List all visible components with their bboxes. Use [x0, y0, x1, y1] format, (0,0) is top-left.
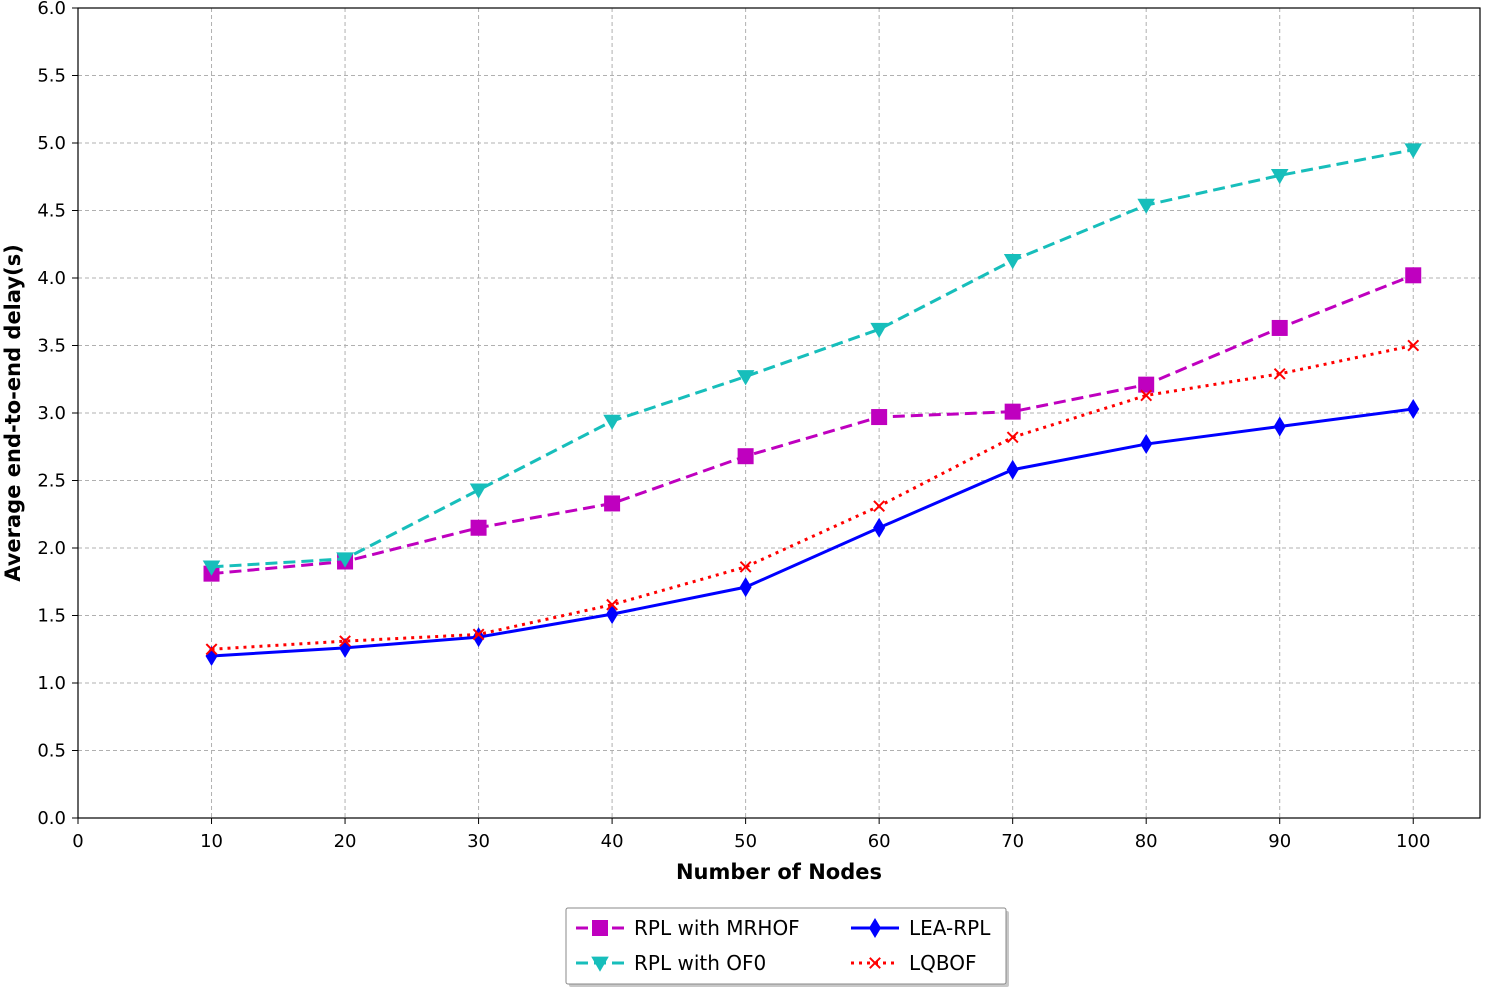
y-tick-label: 1.0	[37, 673, 66, 694]
y-axis: 0.0 0.5 1.0 1.5 2.0 2.5 3.0 3.5 4.0 4.5 5.0 5.5 6.0	[37, 0, 78, 829]
legend-entry: LQBOF	[851, 951, 977, 975]
series-lea-rpl	[205, 398, 1420, 666]
x-tick-label: 30	[467, 831, 490, 852]
data-point	[606, 598, 619, 611]
y-tick-label: 1.5	[37, 606, 66, 627]
legend-marker	[592, 920, 608, 936]
data-point	[1271, 319, 1288, 336]
x-tick-label: 40	[601, 831, 624, 852]
data-point	[1004, 403, 1021, 420]
data-point	[339, 635, 351, 648]
data-point	[739, 560, 752, 573]
data-point	[737, 448, 754, 465]
data-point	[1006, 431, 1019, 444]
data-point	[870, 322, 888, 339]
x-tick-label: 80	[1135, 831, 1158, 852]
grid	[77, 7, 1480, 819]
legend-entry: RPL with OF0	[576, 951, 766, 975]
data-point	[1003, 254, 1022, 270]
legend-label: RPL with OF0	[634, 951, 766, 975]
data-point	[1006, 459, 1019, 480]
x-tick-label: 90	[1268, 831, 1291, 852]
data-point	[1404, 143, 1423, 159]
series-line-rpl-with-mrhof	[211, 273, 1414, 576]
y-tick-label: 5.5	[37, 66, 66, 87]
x-tick-label: 100	[1396, 831, 1430, 852]
data-point	[739, 577, 752, 598]
series-lqbof	[205, 339, 1420, 656]
data-point	[1407, 339, 1420, 352]
y-tick-label: 0.0	[37, 808, 66, 829]
y-axis-label: Average end-to-end delay(s)	[1, 244, 25, 582]
legend: RPL with MRHOF RPL with OF0 LEA-RPL LQBOF	[565, 907, 1009, 987]
data-point	[470, 519, 487, 536]
data-point	[871, 409, 888, 426]
legend-marker	[591, 956, 609, 972]
legend-entry: LEA-RPL	[851, 916, 991, 940]
legend-label: LQBOF	[909, 951, 977, 975]
x-axis-label: Number of Nodes	[676, 860, 882, 884]
y-tick-label: 3.0	[37, 403, 66, 424]
data-point	[1273, 367, 1286, 380]
x-tick-label: 20	[334, 831, 357, 852]
x-tick-label: 10	[200, 831, 223, 852]
x-tick-label: 70	[1001, 831, 1024, 852]
data-point	[1137, 198, 1155, 214]
legend-label: RPL with MRHOF	[634, 916, 800, 940]
legend-entry: RPL with MRHOF	[576, 916, 800, 940]
legend-marker	[869, 957, 881, 969]
data-point	[205, 643, 218, 656]
x-tick-label: 50	[734, 831, 757, 852]
series-line-lqbof	[211, 344, 1414, 651]
series-rpl-with-mrhof	[203, 267, 1422, 582]
data-point	[873, 517, 886, 538]
legend-marker	[869, 918, 881, 938]
data-point	[1407, 398, 1420, 419]
x-tick-label: 0	[72, 831, 83, 852]
data-point	[1140, 389, 1153, 402]
series-layer	[202, 143, 1423, 666]
data-point	[603, 414, 621, 430]
data-point	[736, 370, 755, 386]
y-tick-label: 4.5	[37, 201, 66, 222]
data-point	[604, 495, 621, 512]
series-line-lea-rpl	[211, 407, 1414, 658]
data-point	[606, 604, 619, 625]
data-point	[202, 560, 221, 576]
data-point	[1273, 416, 1286, 437]
legend-label: LEA-RPL	[909, 916, 991, 940]
data-point	[1405, 267, 1422, 284]
data-point	[469, 483, 488, 499]
data-point	[1140, 434, 1153, 455]
y-tick-label: 2.0	[37, 538, 66, 559]
y-tick-label: 2.5	[37, 471, 66, 492]
y-tick-label: 3.5	[37, 336, 66, 357]
data-point	[873, 500, 886, 513]
series-rpl-with-of0	[202, 143, 1423, 576]
y-tick-label: 5.0	[37, 133, 66, 154]
x-axis: 0 10 20 30 40 50 60 70 80 90 100	[72, 818, 1430, 852]
data-point	[1138, 376, 1155, 393]
series-line-rpl-with-of0	[211, 148, 1414, 569]
x-tick-label: 60	[868, 831, 891, 852]
data-point	[1270, 169, 1289, 185]
y-tick-label: 6.0	[37, 0, 66, 19]
y-tick-label: 4.0	[37, 268, 66, 289]
y-tick-label: 0.5	[37, 741, 66, 762]
data-point	[472, 628, 485, 641]
data-point	[336, 552, 354, 568]
